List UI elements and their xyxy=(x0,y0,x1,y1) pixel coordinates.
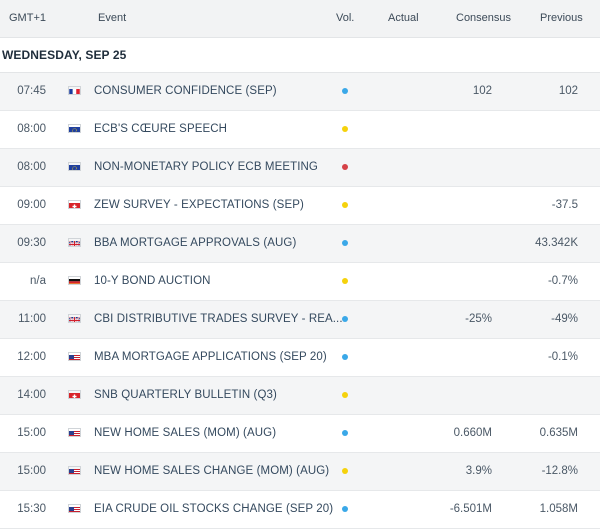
event-title[interactable]: ZEW SURVEY - EXPECTATIONS (SEP) xyxy=(94,199,304,211)
event-title[interactable]: SNB QUARTERLY BULLETIN (Q3) xyxy=(94,389,277,401)
us-flag-icon xyxy=(68,352,81,361)
event-row[interactable]: 14:00 SNB QUARTERLY BULLETIN (Q3) xyxy=(0,377,600,415)
event-row[interactable]: 09:00 ZEW SURVEY - EXPECTATIONS (SEP) -37.… xyxy=(0,187,600,225)
event-row[interactable]: 12:00 MBA MORTGAGE APPLICATIONS (SEP 20) -… xyxy=(0,339,600,377)
france-flag-icon xyxy=(68,86,81,95)
event-time: 15:30 xyxy=(17,503,46,515)
volatility-low-icon xyxy=(342,202,348,208)
event-previous: -49% xyxy=(551,313,578,325)
event-row[interactable]: 15:00 NEW HOME SALES CHANGE (MOM) (AUG) 3.… xyxy=(0,453,600,491)
volatility-low-icon xyxy=(342,126,348,132)
us-flag-icon xyxy=(68,428,81,437)
event-consensus: 102 xyxy=(472,85,492,97)
event-title[interactable]: EIA CRUDE OIL STOCKS CHANGE (SEP 20) xyxy=(94,503,334,515)
column-header-previous[interactable]: Previous xyxy=(540,12,583,24)
uk-flag-icon xyxy=(68,314,81,323)
us-flag-icon xyxy=(68,504,81,513)
event-row[interactable]: 07:45 CONSUMER CONFIDENCE (SEP) 102 102 xyxy=(0,73,600,111)
event-time: 15:00 xyxy=(17,465,46,477)
event-previous: 102 xyxy=(558,85,578,97)
event-time: 08:00 xyxy=(17,123,46,135)
event-time: 14:00 xyxy=(17,389,46,401)
event-row[interactable]: 09:30 BBA MORTGAGE APPROVALS (AUG) 43.342K xyxy=(0,225,600,263)
column-header-consensus[interactable]: Consensus xyxy=(456,12,512,24)
event-row[interactable]: 08:00 ECB'S CŒURE SPEECH xyxy=(0,111,600,149)
volatility-medium-icon xyxy=(342,316,348,322)
event-time: n/a xyxy=(30,275,46,287)
event-row[interactable]: 15:30 EIA CRUDE OIL STOCKS CHANGE (SEP 20… xyxy=(0,491,600,529)
table-header: GMT+1 Event Vol. Actual Consensus Previo… xyxy=(0,0,600,38)
event-title[interactable]: ECB'S CŒURE SPEECH xyxy=(94,123,228,135)
event-title[interactable]: NEW HOME SALES (MOM) (AUG) xyxy=(94,427,277,439)
event-time: 07:45 xyxy=(17,85,46,97)
event-time: 08:00 xyxy=(17,161,46,173)
event-previous: -0.7% xyxy=(547,275,578,287)
column-header-event[interactable]: Event xyxy=(98,12,127,24)
uk-flag-icon xyxy=(68,238,81,247)
switzerland-flag-icon xyxy=(68,200,81,209)
volatility-low-icon xyxy=(342,468,348,474)
column-header-time[interactable]: GMT+1 xyxy=(9,12,46,24)
volatility-medium-icon xyxy=(342,506,348,512)
switzerland-flag-icon xyxy=(68,390,81,399)
event-row[interactable]: 11:00 CBI DISTRIBUTIVE TRADES SURVEY - RE… xyxy=(0,301,600,339)
event-title[interactable]: 10-Y BOND AUCTION xyxy=(94,275,211,287)
volatility-medium-icon xyxy=(342,430,348,436)
event-time: 12:00 xyxy=(17,351,46,363)
event-consensus: 3.9% xyxy=(465,465,492,477)
volatility-medium-icon xyxy=(342,240,348,246)
event-time: 09:30 xyxy=(17,237,46,249)
event-time: 11:00 xyxy=(18,313,46,325)
event-consensus: -25% xyxy=(465,313,492,325)
event-time: 09:00 xyxy=(17,199,46,211)
event-time: 15:00 xyxy=(17,427,46,439)
event-row[interactable]: 15:00 NEW HOME SALES (MOM) (AUG) 0.660M 0.6… xyxy=(0,415,600,453)
event-previous: -37.5 xyxy=(551,199,578,211)
event-list: 07:45 CONSUMER CONFIDENCE (SEP) 102 102 08:0… xyxy=(0,73,600,529)
volatility-low-icon xyxy=(342,392,348,398)
volatility-medium-icon xyxy=(342,354,348,360)
event-title[interactable]: MBA MORTGAGE APPLICATIONS (SEP 20) xyxy=(94,351,327,363)
event-title[interactable]: BBA MORTGAGE APPROVALS (AUG) xyxy=(94,237,297,249)
event-title[interactable]: NEW HOME SALES CHANGE (MOM) (AUG) xyxy=(94,465,330,477)
volatility-medium-icon xyxy=(342,88,348,94)
us-flag-icon xyxy=(68,466,81,475)
event-previous: 1.058M xyxy=(539,503,578,515)
volatility-low-icon xyxy=(342,278,348,284)
event-previous: 0.635M xyxy=(539,427,578,439)
volatility-high-icon xyxy=(342,164,348,170)
eu-flag-icon xyxy=(68,124,81,133)
column-header-actual[interactable]: Actual xyxy=(388,12,419,24)
event-consensus: 0.660M xyxy=(453,427,492,439)
eu-flag-icon xyxy=(68,162,81,171)
event-title[interactable]: NON-MONETARY POLICY ECB MEETING xyxy=(94,161,318,173)
event-previous: -12.8% xyxy=(541,465,578,477)
column-header-volatility[interactable]: Vol. xyxy=(336,12,355,24)
event-row[interactable]: 08:00 NON-MONETARY POLICY ECB MEETING xyxy=(0,149,600,187)
event-consensus: -6.501M xyxy=(449,503,492,515)
germany-flag-icon xyxy=(68,276,81,285)
event-row[interactable]: n/a 10-Y BOND AUCTION -0.7% xyxy=(0,263,600,301)
event-title[interactable]: CBI DISTRIBUTIVE TRADES SURVEY - REA... xyxy=(94,313,343,325)
day-heading: WEDNESDAY, SEP 25 xyxy=(0,38,600,73)
event-previous: 43.342K xyxy=(535,237,578,249)
event-title[interactable]: CONSUMER CONFIDENCE (SEP) xyxy=(94,85,277,97)
event-previous: -0.1% xyxy=(547,351,578,363)
